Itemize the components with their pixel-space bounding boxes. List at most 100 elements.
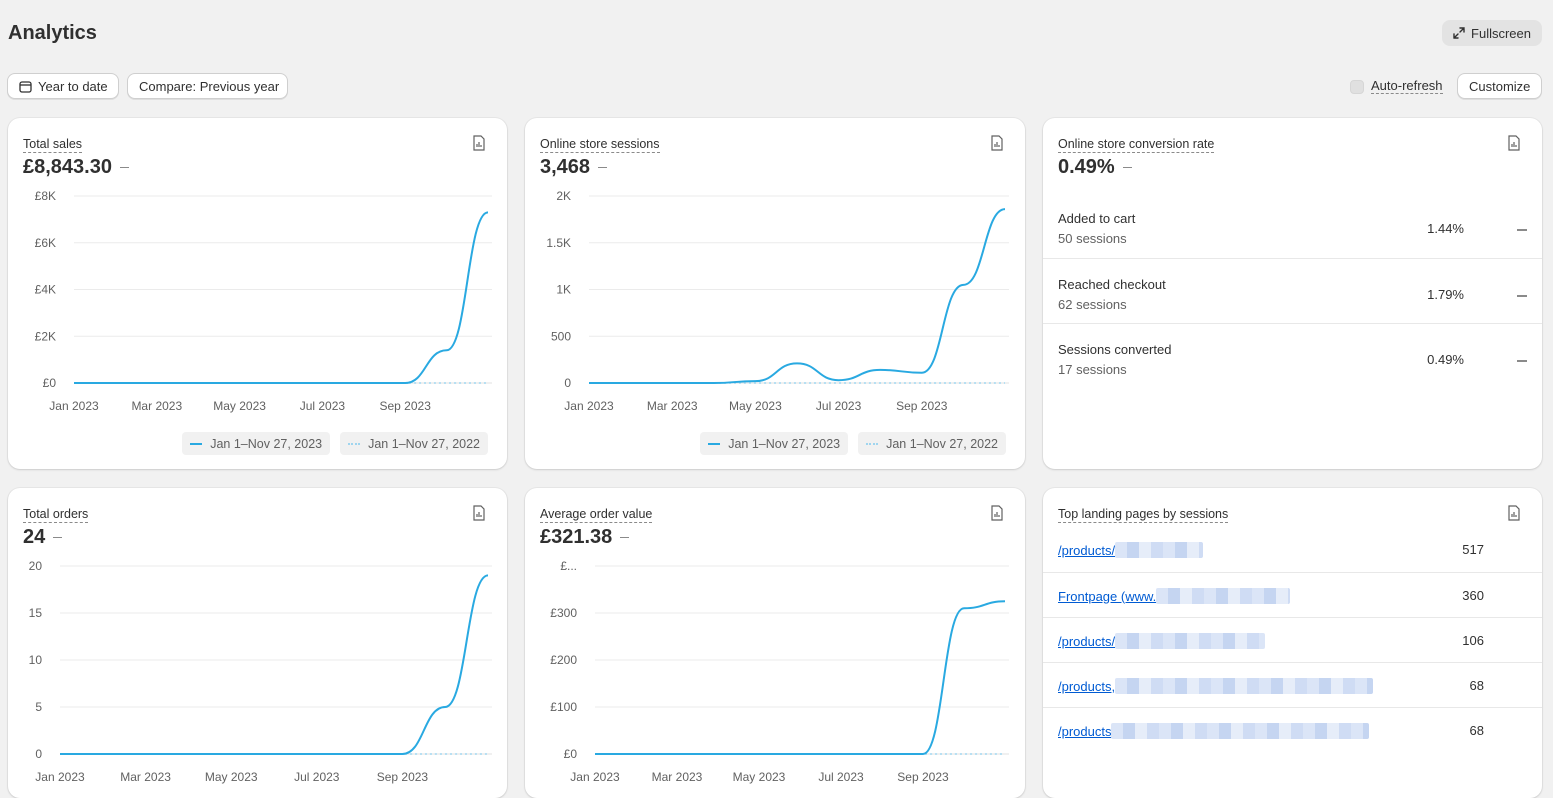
x-tick-label: Sep 2023 — [896, 399, 948, 413]
landing-page-link[interactable]: Frontpage (www. — [1058, 588, 1291, 604]
y-tick-label: £8K — [35, 189, 56, 203]
funnel-percent: 1.79% — [1427, 287, 1464, 302]
card-value: £8,843.30 — [23, 156, 129, 179]
y-tick-label: 500 — [551, 329, 571, 343]
date-range-button[interactable]: Year to date — [7, 73, 119, 99]
chart-legend: Jan 1–Nov 27, 2023 Jan 1–Nov 27, 2022 — [700, 432, 1006, 455]
legend-item-current[interactable]: Jan 1–Nov 27, 2023 — [182, 432, 331, 455]
metric-value: 3,468 — [540, 156, 591, 178]
funnel-sessions: 50 sessions — [1058, 231, 1127, 246]
landing-page-path: /products/ — [1058, 633, 1116, 649]
landing-page-row: Frontpage (www. 360 — [1043, 572, 1542, 617]
landing-page-path: Frontpage (www. — [1058, 588, 1157, 604]
funnel-row: Sessions converted 17 sessions 0.49% — [1043, 323, 1542, 388]
x-tick-label: Jan 2023 — [564, 399, 614, 413]
total-sales-card: Total sales £8,843.30 £0 £2K £4K £6K £8K Jan … — [8, 118, 507, 469]
export-report-icon[interactable] — [472, 505, 486, 521]
card-value: 0.49% — [1058, 156, 1132, 179]
auto-refresh-toggle[interactable]: Auto-refresh — [1350, 79, 1443, 94]
y-tick-label: £300 — [550, 606, 577, 620]
legend-item-current[interactable]: Jan 1–Nov 27, 2023 — [700, 432, 849, 455]
no-change-indicator — [1122, 166, 1132, 169]
landing-page-link[interactable]: /products — [1058, 723, 1370, 739]
metric-value: 24 — [23, 526, 46, 548]
total-orders-chart: 0 5 10 15 20 Jan 2023 Mar 2023 May 2023 Jul 2023… — [29, 559, 492, 784]
x-tick-label: May 2023 — [205, 770, 258, 784]
funnel-sessions: 62 sessions — [1058, 297, 1127, 312]
card-title[interactable]: Total sales — [23, 137, 83, 153]
session-count: 360 — [1462, 588, 1484, 603]
legend-label: Jan 1–Nov 27, 2022 — [368, 436, 480, 451]
no-change-indicator — [1517, 295, 1527, 297]
x-tick-label: Mar 2023 — [120, 770, 171, 784]
x-tick-label: Jul 2023 — [818, 770, 864, 784]
no-change-indicator — [1517, 360, 1527, 362]
chart-legend: Jan 1–Nov 27, 2023 Jan 1–Nov 27, 2022 — [182, 432, 488, 455]
card-title[interactable]: Average order value — [540, 507, 653, 523]
card-value: 3,468 — [540, 156, 608, 179]
y-tick-label: £... — [560, 559, 577, 573]
y-tick-label: £4K — [35, 283, 56, 297]
y-tick-label: £2K — [35, 329, 56, 343]
compare-button[interactable]: Compare: Previous year — [127, 73, 288, 99]
redacted-text — [1115, 633, 1266, 649]
y-tick-label: £100 — [550, 700, 577, 714]
calendar-icon — [19, 79, 32, 93]
x-tick-label: Sep 2023 — [380, 399, 432, 413]
y-tick-label: 1K — [556, 283, 571, 297]
series-line-current — [595, 600, 1006, 755]
y-tick-label: £0 — [564, 747, 578, 761]
legend-label: Jan 1–Nov 27, 2023 — [210, 436, 323, 451]
funnel-percent: 1.44% — [1427, 221, 1464, 236]
export-report-icon[interactable] — [990, 135, 1004, 151]
dotted-line-icon — [866, 442, 879, 445]
fullscreen-button[interactable]: Fullscreen — [1442, 20, 1542, 46]
landing-page-link[interactable]: /products/ — [1058, 633, 1266, 649]
session-count: 106 — [1462, 633, 1484, 648]
series-line-current — [589, 208, 1006, 384]
export-report-icon[interactable] — [1507, 135, 1521, 151]
compare-label: Compare: Previous year — [139, 78, 280, 94]
export-report-icon[interactable] — [990, 505, 1004, 521]
landing-page-link[interactable]: /products/ — [1058, 542, 1204, 558]
x-tick-label: May 2023 — [213, 399, 266, 413]
auto-refresh-checkbox[interactable] — [1350, 79, 1364, 94]
fullscreen-label: Fullscreen — [1471, 25, 1531, 41]
funnel-sessions: 17 sessions — [1058, 362, 1127, 377]
card-value: £321.38 — [540, 526, 630, 549]
card-title[interactable]: Online store conversion rate — [1058, 137, 1215, 153]
redacted-text — [1156, 588, 1291, 604]
landing-page-link[interactable]: /products, — [1058, 678, 1374, 694]
redacted-text — [1115, 678, 1374, 694]
no-change-indicator — [598, 166, 608, 169]
solid-line-icon — [708, 442, 721, 445]
funnel-percent: 0.49% — [1427, 352, 1464, 367]
no-change-indicator — [1517, 229, 1527, 231]
average-order-value-chart: £0 £100 £200 £300 £... Jan 2023 Mar 2023 May 20… — [550, 559, 1009, 784]
session-count: 517 — [1462, 542, 1484, 557]
y-tick-label: £200 — [550, 653, 577, 667]
landing-page-row: /products/ 106 — [1043, 617, 1542, 662]
total-orders-card: Total orders 24 0 5 10 15 20 Jan 2023 Mar 2023… — [8, 488, 507, 798]
no-change-indicator — [620, 536, 630, 539]
card-title[interactable]: Online store sessions — [540, 137, 660, 153]
session-count: 68 — [1469, 723, 1484, 738]
funnel-label: Sessions converted — [1058, 342, 1172, 357]
card-title[interactable]: Top landing pages by sessions — [1058, 507, 1229, 523]
customize-button[interactable]: Customize — [1457, 73, 1542, 99]
card-title[interactable]: Total orders — [23, 507, 89, 523]
y-tick-label: 15 — [29, 606, 43, 620]
legend-item-previous[interactable]: Jan 1–Nov 27, 2022 — [858, 432, 1006, 455]
export-report-icon[interactable] — [472, 135, 486, 151]
export-report-icon[interactable] — [1507, 505, 1521, 521]
legend-item-previous[interactable]: Jan 1–Nov 27, 2022 — [340, 432, 488, 455]
x-tick-label: Jan 2023 — [570, 770, 620, 784]
x-tick-label: Jul 2023 — [294, 770, 340, 784]
funnel-label: Added to cart — [1058, 211, 1136, 226]
conversion-rate-card: Online store conversion rate 0.49% Added… — [1043, 118, 1542, 469]
y-tick-label: £6K — [35, 236, 56, 250]
x-tick-label: Jan 2023 — [35, 770, 85, 784]
metric-value: 0.49% — [1058, 156, 1115, 178]
series-line-current — [60, 574, 489, 755]
dotted-line-icon — [348, 442, 361, 445]
